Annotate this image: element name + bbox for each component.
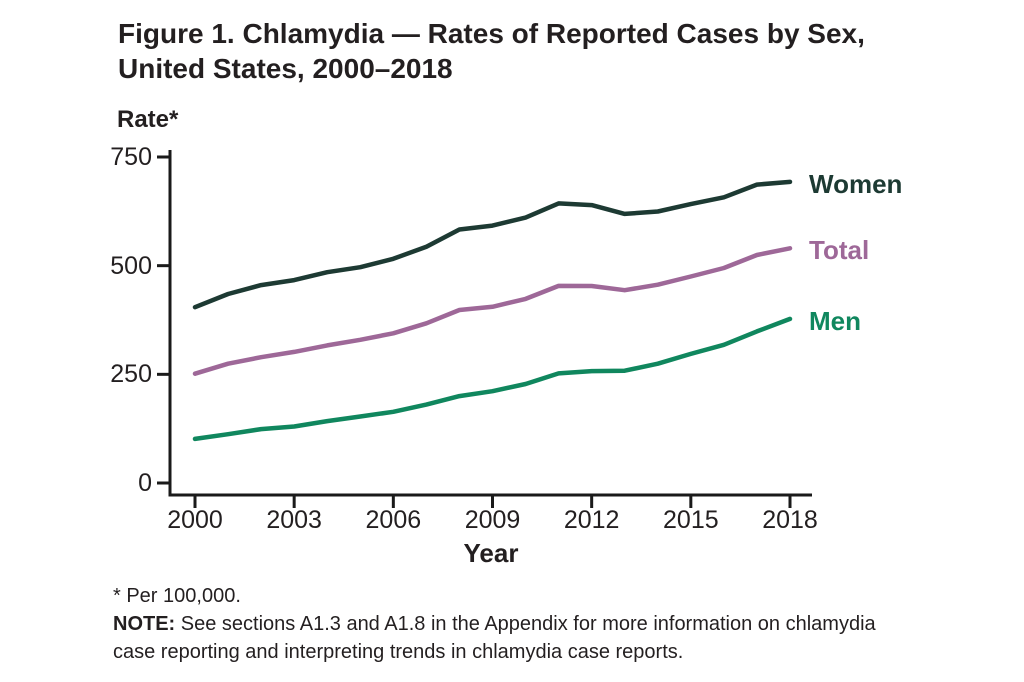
footnote-note: NOTE: See sections A1.3 and A1.8 in the … [113,610,913,666]
series-line-women [192,179,793,310]
y-tick-label: 0 [138,469,152,497]
x-tick-label: 2006 [365,506,422,534]
legend-label-women: Women [809,168,903,199]
y-tick-label: 500 [110,251,152,280]
x-tick-label: 2018 [762,506,818,534]
x-axis-title: Year [463,538,519,568]
legend-label-men: Men [809,305,861,336]
x-tick-label: 2012 [563,506,620,534]
figure-title-line-1: Figure 1. Chlamydia — Rates of Reported … [118,18,865,49]
axis-lines [168,150,812,497]
footnote-per-100000: * Per 100,000. [113,585,241,607]
figure-title-line-2: United States, 2000–2018 [118,53,453,84]
y-axis-title: Rate* [117,106,179,133]
legend-label-total: Total [809,235,870,266]
x-tick-label: 2003 [266,506,322,534]
y-tick-label: 250 [110,360,152,389]
y-tick-label: 750 [110,143,152,171]
figure-title: Figure 1. Chlamydia — Rates of Reported … [118,16,978,86]
series-line-men [192,316,793,442]
note-label: NOTE: [113,613,176,635]
x-tick-label: 2009 [464,506,521,534]
x-tick-label: 2000 [167,506,223,534]
note-text: See sections A1.3 and A1.8 in the Append… [113,613,876,663]
series-line-total [192,246,793,376]
x-tick-label: 2015 [663,506,719,534]
